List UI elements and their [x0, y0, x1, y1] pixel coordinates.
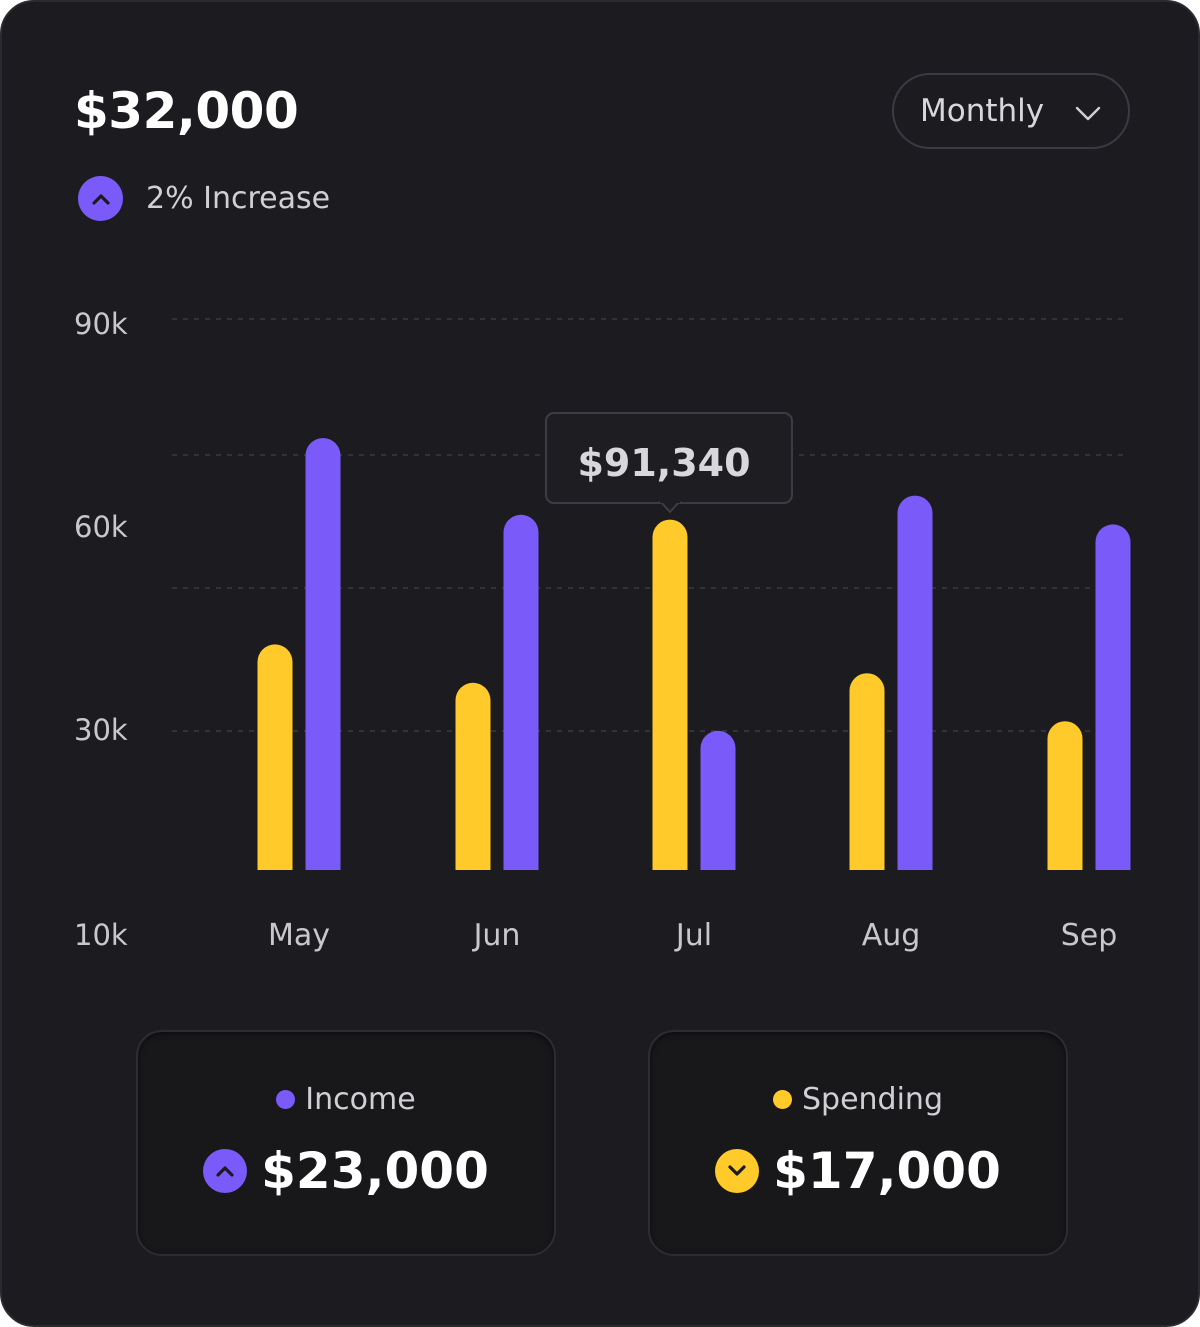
- bar-income-jun[interactable]: [503, 514, 539, 870]
- bar-spending-sep[interactable]: [1047, 721, 1083, 870]
- chevron-up-icon: [203, 1149, 248, 1193]
- bar-spending-may[interactable]: [257, 644, 293, 870]
- period-dropdown-label: Monthly: [920, 93, 1045, 129]
- bar-income-sep[interactable]: [1095, 524, 1131, 870]
- bar-spending-jul[interactable]: [652, 519, 688, 870]
- chevron-down-icon: [1074, 99, 1102, 131]
- income-summary-card: Income $23,000: [136, 1030, 556, 1256]
- x-tick-label: Sep: [1061, 918, 1118, 953]
- total-amount: $32,000: [74, 82, 299, 140]
- tooltip-pointer-mask: [660, 500, 680, 503]
- period-dropdown[interactable]: Monthly: [892, 73, 1130, 149]
- spending-label: Spending: [802, 1082, 943, 1117]
- y-tick-label: 10k: [74, 918, 128, 952]
- bar-spending-aug[interactable]: [849, 673, 885, 870]
- spending-value: $17,000: [773, 1142, 1001, 1200]
- y-tick-label: 90k: [74, 307, 128, 341]
- income-legend-dot: [276, 1090, 296, 1109]
- chevron-down-icon: [715, 1149, 760, 1193]
- tooltip-pointer: [658, 501, 682, 514]
- x-tick-label: Aug: [862, 918, 921, 953]
- income-label: Income: [305, 1082, 416, 1117]
- chevron-up-icon: [78, 176, 123, 221]
- bar-income-jul[interactable]: [700, 730, 736, 870]
- income-value: $23,000: [261, 1142, 489, 1200]
- trend-indicator: 2% Increase: [78, 176, 330, 221]
- trend-text: 2% Increase: [146, 181, 331, 216]
- x-tick-label: May: [268, 918, 330, 953]
- tooltip-value: $91,340: [577, 441, 750, 485]
- bar-income-may[interactable]: [305, 438, 341, 870]
- bar-spending-jun[interactable]: [455, 682, 491, 870]
- x-tick-label: Jul: [674, 918, 712, 953]
- spending-legend-dot: [773, 1090, 792, 1109]
- y-tick-label: 60k: [74, 510, 128, 544]
- tooltip: $91,340: [545, 412, 793, 514]
- bar-chart: 90k 60k 30k 10k May Jun Jul Aug Sep $91,340: [74, 307, 1131, 953]
- spending-summary-card: Spending $17,000: [648, 1030, 1068, 1256]
- bar-income-aug[interactable]: [897, 495, 933, 870]
- x-tick-label: Jun: [472, 918, 521, 953]
- y-tick-label: 30k: [74, 713, 128, 747]
